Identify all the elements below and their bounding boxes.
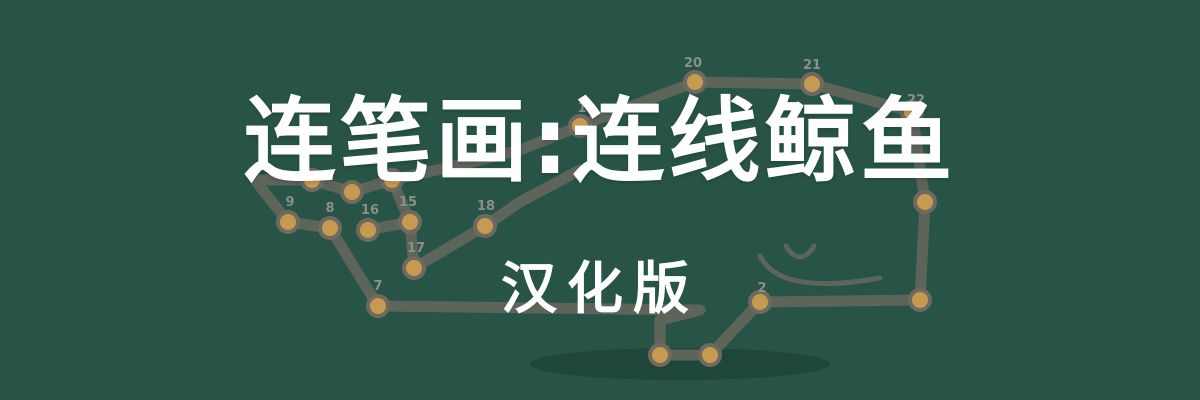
whale-mouth-curve xyxy=(757,253,883,287)
puzzle-node[interactable] xyxy=(380,168,404,192)
game-title: 连笔画:连线鲸鱼 xyxy=(243,88,957,195)
puzzle-node[interactable] xyxy=(568,114,592,138)
node-label: 9 xyxy=(285,195,294,210)
puzzle-node[interactable] xyxy=(340,180,364,204)
node-label: 1 xyxy=(577,101,586,116)
node-label: 18 xyxy=(477,199,495,214)
puzzle-node[interactable] xyxy=(300,168,324,192)
puzzle-node[interactable] xyxy=(402,256,426,280)
puzzle-node[interactable] xyxy=(800,72,824,96)
puzzle-node[interactable] xyxy=(366,294,390,318)
puzzle-node[interactable] xyxy=(318,216,342,240)
puzzle-node[interactable] xyxy=(683,70,707,94)
puzzle-node[interactable] xyxy=(398,210,422,234)
puzzle-node[interactable] xyxy=(276,210,300,234)
puzzle-nodes xyxy=(276,70,937,367)
whale-inner-line xyxy=(386,120,586,186)
puzzle-node[interactable] xyxy=(473,214,497,238)
node-label: 21 xyxy=(803,58,821,73)
puzzle-node[interactable] xyxy=(748,290,772,314)
node-label: 7 xyxy=(373,279,382,294)
node-label: 15 xyxy=(399,195,417,210)
puzzle-node[interactable] xyxy=(913,190,937,214)
node-label: 2 xyxy=(757,281,766,296)
whale-eye-curve xyxy=(783,243,817,260)
puzzle-node[interactable] xyxy=(698,343,722,367)
whale-shadow xyxy=(530,348,830,380)
node-label: 16 xyxy=(361,203,379,218)
node-label: 17 xyxy=(407,241,425,256)
puzzle-node[interactable] xyxy=(900,100,924,124)
puzzle-node[interactable] xyxy=(908,288,932,312)
puzzle-node-labels: 20 21 22 9 8 16 15 18 17 7 2 1 xyxy=(285,56,925,296)
puzzle-node[interactable] xyxy=(356,218,380,242)
game-subtitle: 汉化版 xyxy=(501,257,699,322)
node-label: 20 xyxy=(684,56,702,71)
puzzle-node[interactable] xyxy=(648,343,672,367)
node-label: 22 xyxy=(907,93,925,108)
node-label: 8 xyxy=(325,201,334,216)
